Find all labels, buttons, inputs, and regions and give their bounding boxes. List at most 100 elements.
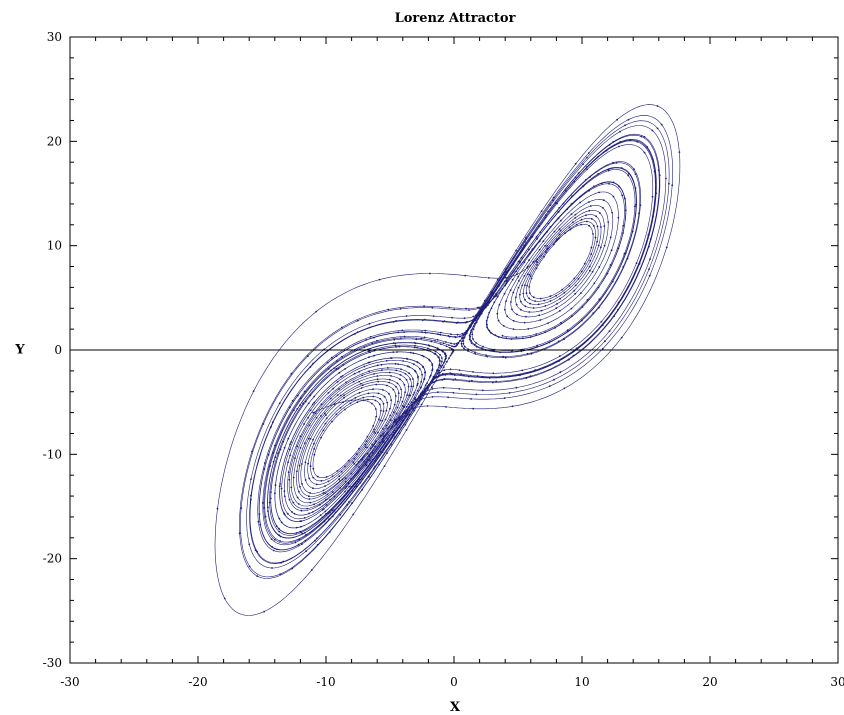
series-point: [294, 541, 297, 544]
series-point: [577, 172, 580, 175]
series-point: [492, 372, 495, 375]
series-point: [589, 205, 592, 207]
series-point: [278, 402, 281, 405]
series-point: [486, 323, 488, 326]
series-point: [426, 386, 429, 389]
series-point: [358, 466, 360, 468]
series-point: [529, 236, 532, 239]
series-point: [451, 316, 453, 319]
series-point: [301, 483, 303, 485]
series-point: [328, 531, 331, 533]
series-point: [322, 489, 325, 492]
series-point: [320, 415, 322, 417]
series-point: [607, 221, 610, 223]
series-point: [429, 272, 431, 275]
series-point: [386, 438, 389, 441]
series-point: [589, 269, 591, 272]
series-point: [412, 363, 415, 366]
series-point: [314, 539, 316, 542]
series-point: [267, 454, 270, 456]
series-point: [383, 465, 386, 467]
series-point: [504, 276, 506, 279]
series-point: [331, 420, 333, 423]
series-point: [547, 322, 549, 324]
series-point: [411, 406, 414, 409]
series-point: [492, 350, 495, 352]
series-point: [620, 167, 623, 169]
series-point: [292, 476, 295, 479]
series-point: [438, 369, 441, 372]
series-point: [526, 352, 529, 355]
series-point: [548, 385, 551, 387]
series-point: [457, 321, 459, 324]
series-point: [397, 363, 399, 365]
series-point: [546, 245, 549, 247]
series-point: [504, 270, 507, 272]
series-point: [464, 274, 467, 277]
series-point: [394, 362, 397, 365]
series-point: [483, 307, 486, 309]
series-point: [422, 355, 425, 358]
series-point: [592, 312, 595, 314]
series-point: [372, 388, 374, 391]
series-point: [278, 530, 281, 533]
series-point: [282, 560, 285, 563]
series-point: [386, 452, 388, 454]
series-trajectory-line: [214, 104, 681, 616]
series-point: [343, 394, 345, 397]
series-point: [436, 338, 439, 341]
series-point: [424, 371, 427, 373]
series-point: [431, 386, 433, 388]
series-point: [521, 247, 524, 250]
series-point: [405, 405, 408, 408]
series-point: [520, 350, 523, 353]
series-point: [404, 391, 406, 394]
series-point: [350, 399, 353, 402]
series-point: [515, 386, 518, 389]
series-point: [588, 224, 590, 227]
series-point: [448, 335, 451, 338]
series-point: [278, 517, 281, 520]
series-point: [348, 501, 350, 503]
series-point: [394, 344, 397, 347]
series-point: [481, 376, 484, 378]
series-point: [602, 199, 605, 202]
series-point: [319, 503, 321, 506]
series-point: [291, 567, 294, 570]
series-point: [248, 543, 251, 546]
series-point: [616, 118, 618, 121]
series-point: [293, 512, 296, 515]
series-point: [472, 315, 475, 318]
series-point: [449, 354, 452, 357]
series-point: [483, 299, 486, 302]
series-point: [528, 311, 531, 313]
series-point: [651, 195, 654, 198]
series-point: [387, 308, 390, 311]
series-point: [332, 387, 335, 390]
series-point: [508, 392, 511, 394]
series-point: [328, 518, 330, 521]
series-point: [299, 397, 302, 400]
plot-area: [214, 104, 681, 616]
series-point: [498, 304, 501, 306]
series-point: [520, 256, 523, 259]
series-point: [261, 502, 264, 504]
series-point: [529, 375, 532, 378]
series-point: [294, 457, 296, 459]
series-point: [612, 161, 614, 164]
series-point: [475, 342, 478, 344]
series-point: [468, 309, 470, 311]
series-point: [542, 240, 545, 243]
series-point: [522, 292, 525, 295]
series-point: [596, 225, 599, 228]
series-point: [475, 314, 477, 317]
series-point: [350, 472, 353, 475]
series-point: [512, 328, 515, 330]
series-point: [280, 521, 283, 524]
series-point: [352, 513, 355, 516]
series-point: [523, 244, 525, 247]
series-point: [525, 292, 528, 295]
series-point: [535, 235, 538, 238]
series-point: [388, 381, 391, 384]
series-point: [374, 459, 376, 462]
